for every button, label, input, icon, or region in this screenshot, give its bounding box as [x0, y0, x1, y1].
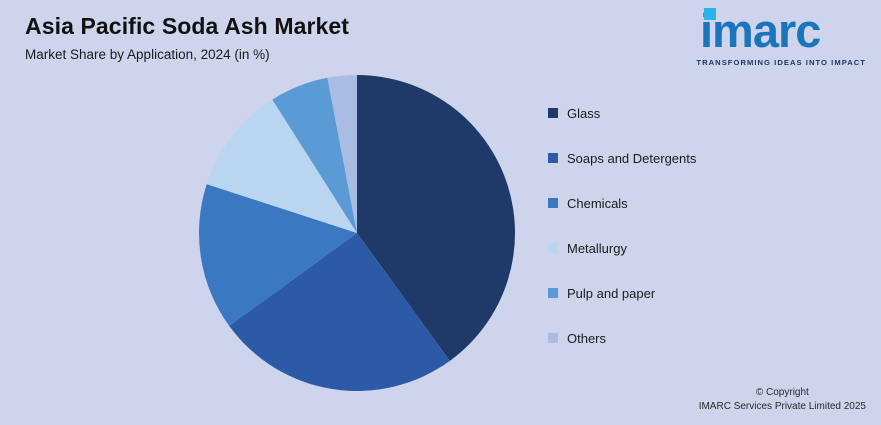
- legend-label: Glass: [567, 105, 601, 121]
- pie-segment-metallurgy: [206, 99, 357, 233]
- logo-text: imarc: [700, 4, 821, 57]
- pie-segment-glass: [357, 75, 515, 361]
- header: Asia Pacific Soda Ash Market Market Shar…: [25, 13, 349, 62]
- copyright-line1: © Copyright: [755, 387, 809, 398]
- legend-swatch-icon: [548, 108, 558, 118]
- pie-segment-pulp-and-paper: [272, 77, 357, 233]
- legend-item: Others: [548, 330, 696, 346]
- legend-item: Chemicals: [548, 195, 696, 211]
- legend-label: Metallurgy: [567, 240, 627, 256]
- pie-segment-chemicals: [199, 184, 357, 326]
- legend-label: Soaps and Detergents: [567, 150, 697, 166]
- legend-item: Pulp and paper: [548, 285, 696, 301]
- imarc-logo: imarc TRANSFORMING IDEAS INTO IMPACT: [696, 4, 866, 68]
- legend-label: Chemicals: [567, 195, 628, 211]
- legend-item: Glass: [548, 105, 696, 121]
- chart-subtitle: Market Share by Application, 2024 (in %): [25, 47, 270, 62]
- logo-accent-square-icon: [704, 8, 716, 20]
- pie-chart: [199, 75, 515, 391]
- copyright: © Copyright IMARC Services Private Limit…: [699, 386, 866, 413]
- pie-segment-soaps-and-detergents: [229, 233, 450, 391]
- legend-swatch-icon: [548, 153, 558, 163]
- page-title: Asia Pacific Soda Ash Market: [25, 13, 350, 39]
- copyright-line2: IMARC Services Private Limited 2025: [698, 400, 866, 412]
- legend-swatch-icon: [548, 243, 558, 253]
- legend-label: Others: [567, 330, 607, 346]
- legend-swatch-icon: [548, 288, 558, 298]
- legend: Glass Soaps and Detergents Chemicals Met…: [548, 106, 696, 376]
- logo-tagline: TRANSFORMING IDEAS INTO IMPACT: [696, 58, 866, 68]
- legend-item: Soaps and Detergents: [548, 150, 697, 166]
- legend-label: Pulp and paper: [567, 285, 656, 301]
- pie-segment-others: [327, 75, 357, 233]
- legend-swatch-icon: [548, 198, 558, 208]
- legend-item: Metallurgy: [548, 240, 696, 256]
- legend-swatch-icon: [548, 333, 558, 343]
